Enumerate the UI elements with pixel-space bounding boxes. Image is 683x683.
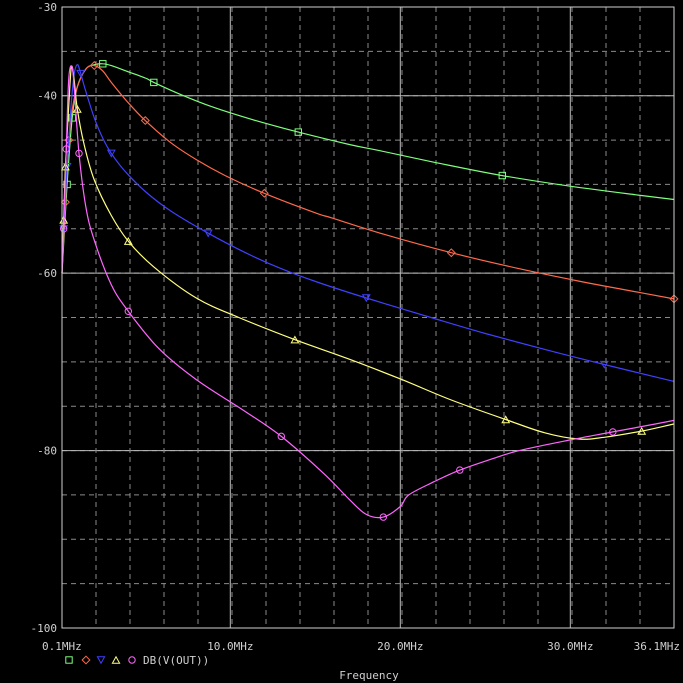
series-layer (59, 60, 679, 521)
data-marker (63, 180, 71, 189)
data-marker (76, 69, 86, 78)
y-tick-label: -100 (31, 622, 58, 635)
data-marker (89, 61, 99, 71)
data-marker (277, 432, 285, 441)
data-marker (290, 335, 300, 344)
data-marker (294, 128, 303, 136)
data-marker (124, 307, 133, 315)
x-axis-label: Frequency (339, 669, 399, 682)
data-marker (68, 114, 76, 122)
tick-layer: -30 -40 -60 -80 -100 0.1MHz 10.0MHz 20.0MHz 30.0… (31, 1, 681, 653)
legend-marker-4 (111, 655, 121, 664)
legend-text: DB(V(OUT)) (143, 654, 209, 667)
plot-frame (61, 6, 675, 629)
series-2 (60, 61, 679, 304)
grid-layer (62, 7, 674, 628)
data-marker (637, 426, 647, 435)
y-tick-label: -80 (37, 445, 57, 458)
data-marker (599, 360, 609, 369)
data-marker (62, 145, 70, 153)
data-marker (379, 513, 387, 521)
data-marker (75, 149, 83, 158)
y-tick-label: -40 (37, 90, 57, 103)
data-marker (123, 236, 133, 245)
data-marker (259, 188, 269, 198)
legend-marker-3 (96, 656, 106, 665)
data-marker (609, 428, 617, 436)
legend-marker-1 (65, 656, 73, 664)
x-tick-label: 30.0MHz (547, 640, 593, 653)
data-marker (361, 294, 371, 303)
x-tick-label: 36.1MHz (634, 640, 680, 653)
data-marker (501, 415, 511, 424)
series-line (61, 65, 675, 440)
data-marker (106, 149, 116, 158)
data-marker (60, 225, 68, 233)
series-line (61, 64, 675, 300)
x-tick-label: 10.0MHz (207, 640, 253, 653)
data-marker (446, 248, 456, 258)
series-line (61, 65, 675, 519)
x-tick-label: 0.1MHz (42, 640, 82, 653)
y-tick-label: -30 (37, 1, 57, 14)
data-marker (150, 78, 158, 87)
legend-marker-5 (128, 656, 136, 664)
data-marker (99, 60, 107, 68)
legend-marker-2 (81, 655, 91, 665)
data-marker (498, 171, 507, 180)
data-marker (456, 466, 464, 474)
legend: DB(V(OUT)) (65, 654, 209, 667)
y-tick-label: -60 (37, 267, 57, 280)
data-marker (140, 116, 150, 126)
x-tick-label: 20.0MHz (377, 640, 423, 653)
data-marker (203, 229, 213, 238)
series-5 (60, 65, 675, 521)
